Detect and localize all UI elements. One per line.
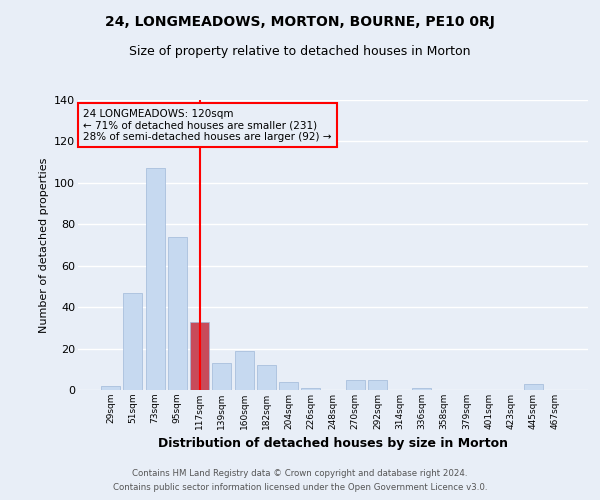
Bar [279, 382, 298, 390]
Bar [524, 384, 542, 390]
Text: 24, LONGMEADOWS, MORTON, BOURNE, PE10 0RJ: 24, LONGMEADOWS, MORTON, BOURNE, PE10 0R… [105, 15, 495, 29]
Bar [412, 388, 431, 390]
Text: Contains HM Land Registry data © Crown copyright and database right 2024.: Contains HM Land Registry data © Crown c… [132, 468, 468, 477]
Bar [124, 292, 142, 390]
Bar [101, 386, 120, 390]
Bar [301, 388, 320, 390]
Text: 24 LONGMEADOWS: 120sqm
← 71% of detached houses are smaller (231)
28% of semi-de: 24 LONGMEADOWS: 120sqm ← 71% of detached… [83, 108, 332, 142]
Bar [368, 380, 387, 390]
Text: Size of property relative to detached houses in Morton: Size of property relative to detached ho… [129, 45, 471, 58]
Y-axis label: Number of detached properties: Number of detached properties [38, 158, 49, 332]
Bar [190, 322, 209, 390]
Bar [146, 168, 164, 390]
Bar [235, 350, 254, 390]
Bar [212, 363, 231, 390]
Bar [257, 365, 276, 390]
Bar [346, 380, 365, 390]
X-axis label: Distribution of detached houses by size in Morton: Distribution of detached houses by size … [158, 438, 508, 450]
Text: Contains public sector information licensed under the Open Government Licence v3: Contains public sector information licen… [113, 484, 487, 492]
Bar [168, 236, 187, 390]
